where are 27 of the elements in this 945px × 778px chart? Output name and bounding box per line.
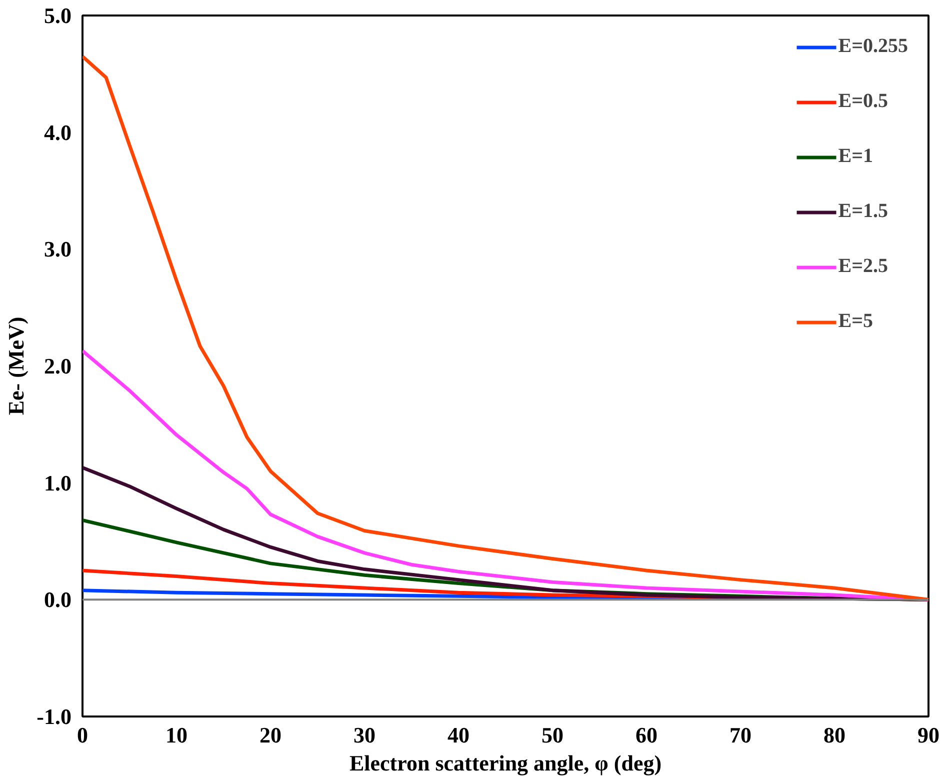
y-tick-label: 0.0 (44, 587, 72, 612)
y-tick-label: 4.0 (44, 120, 72, 145)
x-tick-label: 60 (636, 722, 658, 748)
x-tick-label: 70 (730, 722, 752, 748)
x-tick-label: 80 (824, 722, 846, 748)
x-tick-label: 20 (260, 722, 282, 748)
x-tick-label: 0 (77, 722, 88, 748)
y-tick-label: 3.0 (44, 236, 72, 262)
legend-label: E=1.5 (838, 200, 888, 223)
x-tick-label: 30 (354, 722, 376, 748)
y-tick-label: 5.0 (44, 3, 72, 28)
x-tick-label: 40 (448, 722, 470, 748)
line-series (82, 54, 928, 602)
x-tick-label: 50 (542, 722, 564, 748)
x-tick-label: 10 (166, 722, 188, 748)
legend-label: E=5 (838, 310, 873, 333)
y-tick-label: -1.0 (36, 704, 72, 729)
y-tick-label: 2.0 (44, 354, 72, 378)
line-series (82, 349, 928, 602)
legend-label: E=0.255 (838, 35, 908, 58)
legend-label: E=1 (838, 145, 873, 168)
y-tick-label: 1.0 (44, 470, 72, 496)
legend-label: E=0.5 (838, 90, 888, 113)
x-axis-title: Electron scattering angle, φ (deg) (349, 750, 662, 776)
y-axis-title: Ee- (MeV) (4, 316, 29, 416)
legend-label: E=2.5 (838, 255, 888, 278)
x-tick-label: 90 (918, 722, 940, 748)
